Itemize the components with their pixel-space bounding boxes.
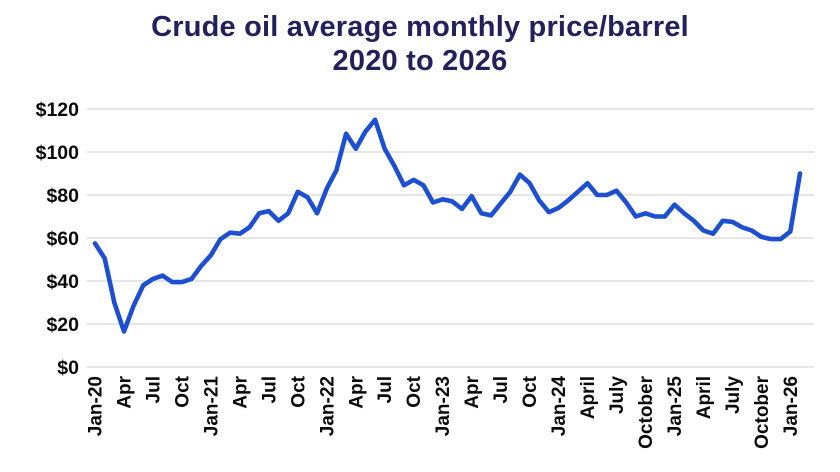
x-axis-tick-label: Apr bbox=[462, 375, 483, 408]
x-axis-tick-label: Oct bbox=[172, 375, 193, 407]
y-axis-tick-label: $0 bbox=[57, 357, 79, 379]
y-axis-tick-label: $20 bbox=[46, 314, 79, 336]
chart-title-line2: 2020 to 2026 bbox=[332, 45, 508, 77]
y-axis-tick-label: $60 bbox=[46, 228, 79, 250]
y-axis-tick-label: $120 bbox=[36, 99, 80, 121]
x-axis-tick-label: July bbox=[723, 376, 744, 414]
x-axis-tick-label: Oct bbox=[520, 375, 541, 407]
y-axis-tick-label: $100 bbox=[36, 142, 80, 164]
x-axis-tick-label: Jan-25 bbox=[665, 376, 686, 437]
x-axis-tick-label: Jul bbox=[375, 376, 396, 403]
x-axis-tick-label: Jul bbox=[491, 376, 512, 403]
x-axis-tick-label: October bbox=[636, 375, 657, 448]
x-axis-tick-label: Jan-23 bbox=[433, 376, 454, 436]
x-axis-tick-label: Jan-22 bbox=[317, 376, 338, 436]
chart-title: Crude oil average monthly price/barrel 2… bbox=[0, 10, 840, 78]
x-axis-tick-label: July bbox=[607, 376, 628, 414]
chart-title-line1: Crude oil average monthly price/barrel bbox=[151, 11, 689, 43]
x-axis-tick-label: April bbox=[694, 376, 715, 419]
y-axis-tick-label: $40 bbox=[46, 271, 79, 293]
x-axis-tick-label: October bbox=[752, 375, 773, 448]
x-axis-tick-label: Jan-26 bbox=[781, 376, 802, 436]
x-axis-tick-label: Oct bbox=[404, 375, 425, 407]
x-axis-tick-label: Jul bbox=[143, 376, 164, 403]
x-axis-tick-label: Oct bbox=[288, 375, 309, 407]
x-axis-tick-label: Jul bbox=[259, 376, 280, 403]
x-axis-tick-label: Apr bbox=[115, 375, 136, 408]
x-axis-tick-label: Jan-20 bbox=[86, 376, 107, 436]
price-line-series bbox=[92, 117, 803, 334]
x-axis-tick-label: Jan-21 bbox=[201, 376, 222, 437]
x-axis-tick-label: Apr bbox=[230, 375, 251, 408]
x-axis-tick-label: Apr bbox=[346, 375, 367, 408]
x-axis-tick-label: Jan-24 bbox=[549, 376, 570, 437]
y-axis-tick-label: $80 bbox=[46, 185, 79, 207]
x-axis-tick-label: April bbox=[578, 376, 599, 419]
